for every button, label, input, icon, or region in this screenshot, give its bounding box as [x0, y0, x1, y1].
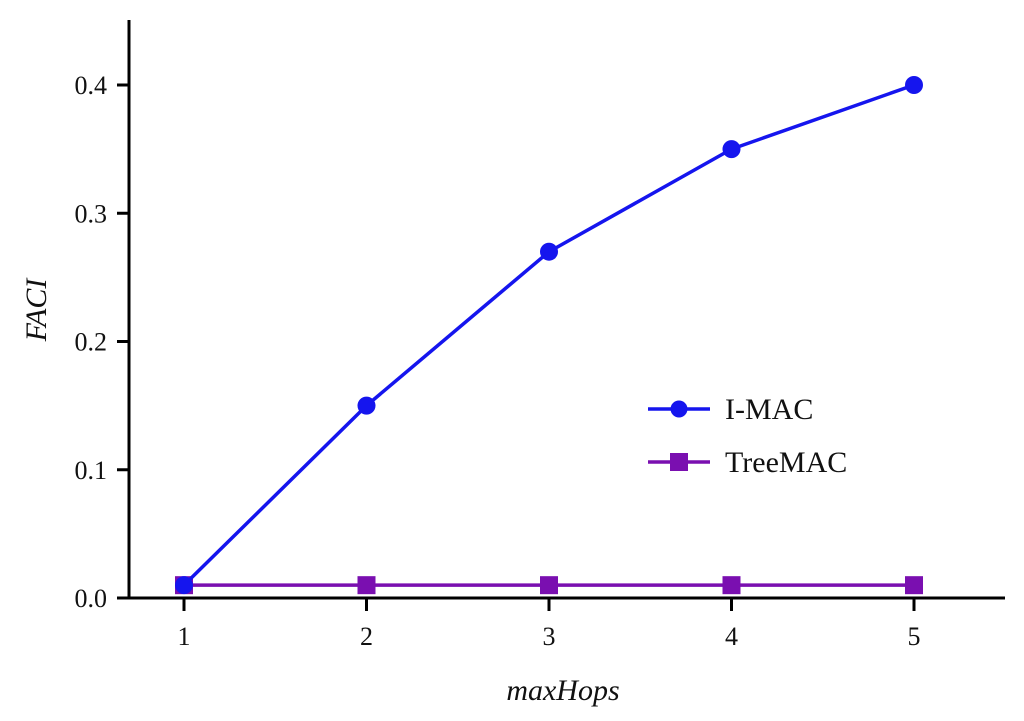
x-tick-label: 5	[908, 622, 921, 651]
data-point-treemac	[722, 576, 741, 595]
series-treemac	[175, 576, 923, 595]
data-point-treemac	[540, 576, 558, 595]
x-tick-label: 4	[725, 622, 738, 651]
series-line-i-mac	[182, 83, 915, 587]
data-point-i-mac	[905, 76, 923, 94]
data-point-i-mac	[540, 242, 558, 261]
y-tick-label: 0.3	[75, 199, 108, 228]
y-ticks: 0.0 0.1 0.2 0.3 0.4	[75, 71, 129, 613]
data-point-i-mac	[357, 396, 376, 415]
data-point-i-mac	[175, 576, 193, 595]
legend-item-i-mac: I-MAC	[648, 393, 813, 426]
x-tick-label: 2	[360, 622, 373, 651]
y-tick-label: 0.2	[75, 328, 108, 357]
legend-item-treemac: TreeMAC	[648, 446, 847, 479]
legend-marker-treemac	[670, 453, 688, 471]
legend-marker-i-mac	[670, 400, 688, 418]
axes	[127, 20, 1005, 600]
x-tick-label: 3	[543, 622, 556, 651]
data-point-i-mac	[722, 140, 741, 159]
series-i-mac	[175, 76, 923, 595]
legend: I-MAC TreeMAC	[648, 393, 847, 479]
data-point-treemac	[357, 576, 376, 595]
x-axis-label: maxHops	[506, 674, 619, 707]
x-tick-label: 1	[178, 622, 191, 651]
series-layer	[175, 76, 923, 595]
legend-label-i-mac: I-MAC	[725, 393, 813, 426]
y-tick-label: 0.0	[75, 584, 108, 613]
data-point-treemac	[905, 576, 923, 595]
x-ticks: 1 2 3 4 5	[178, 598, 921, 651]
y-tick-label: 0.1	[75, 456, 108, 485]
legend-label-treemac: TreeMAC	[725, 446, 847, 479]
y-tick-label: 0.4	[75, 71, 108, 100]
y-axis-label: FACI	[20, 277, 53, 343]
